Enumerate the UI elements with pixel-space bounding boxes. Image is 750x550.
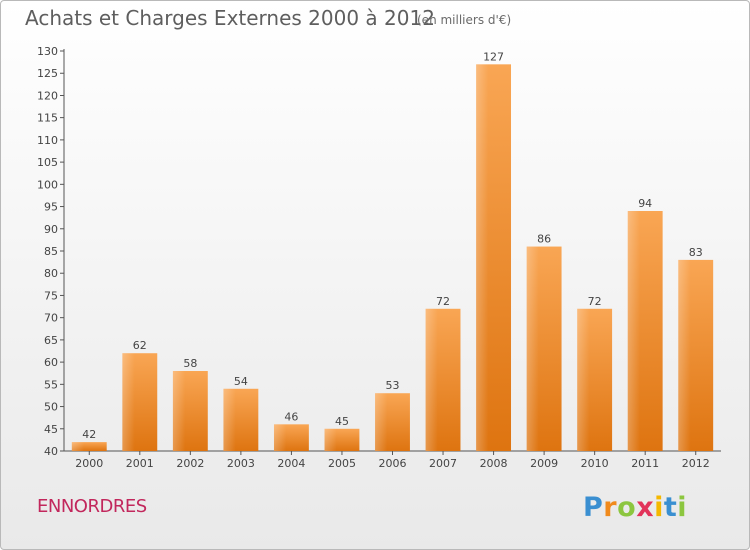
bar-highlight xyxy=(122,353,135,451)
x-tick-label: 2012 xyxy=(682,457,710,470)
y-tick-label: 125 xyxy=(37,67,58,80)
y-tick-label: 80 xyxy=(44,267,58,280)
bar-highlight xyxy=(577,308,590,451)
data-label: 127 xyxy=(483,50,504,63)
y-tick-label: 100 xyxy=(37,178,58,191)
y-tick-label: 90 xyxy=(44,223,58,236)
chart-title: Achats et Charges Externes 2000 à 2012 xyxy=(25,6,435,30)
y-tick-label: 75 xyxy=(44,289,58,302)
y-tick-label: 40 xyxy=(44,445,58,458)
y-tick-label: 85 xyxy=(44,245,58,258)
y-tick-label: 120 xyxy=(37,89,58,102)
x-tick-label: 2007 xyxy=(429,457,457,470)
bar-highlight xyxy=(223,388,236,451)
data-label: 72 xyxy=(436,295,450,308)
data-label: 72 xyxy=(588,295,602,308)
data-label: 45 xyxy=(335,415,349,428)
data-label: 86 xyxy=(537,233,551,246)
chart-unit-label: (en milliers d'€) xyxy=(417,13,512,27)
x-tick-label: 2004 xyxy=(277,457,305,470)
bar-highlight xyxy=(375,393,388,451)
bar-highlight xyxy=(273,424,287,451)
x-tick-label: 2010 xyxy=(581,457,609,470)
x-tick-label: 2005 xyxy=(328,457,356,470)
data-label: 53 xyxy=(386,379,400,392)
x-tick-label: 2003 xyxy=(227,457,255,470)
y-tick-label: 60 xyxy=(44,356,58,369)
svg-text:Proxiti: Proxiti xyxy=(583,492,687,523)
y-tick-label: 110 xyxy=(37,134,58,147)
x-tick-label: 2009 xyxy=(530,457,558,470)
y-tick-label: 70 xyxy=(44,312,58,325)
y-tick-label: 115 xyxy=(37,112,58,125)
data-label: 94 xyxy=(638,197,652,210)
bar-highlight xyxy=(627,211,640,451)
data-label: 58 xyxy=(183,357,197,370)
proxiti-logo: Proxiti xyxy=(583,492,687,523)
chart-axes: 40 45 50 55 60 65 70 75 80 85 90 95 100 105 110 115 120 1… xyxy=(37,45,721,470)
y-tick-label: 65 xyxy=(44,334,58,347)
y-tick-label: 95 xyxy=(44,201,58,214)
bar-highlight xyxy=(678,259,691,451)
y-tick-label: 55 xyxy=(44,378,58,391)
data-label: 54 xyxy=(234,375,248,388)
bar-highlight xyxy=(324,428,337,451)
bar-highlight xyxy=(476,64,489,452)
y-tick-label: 130 xyxy=(37,45,58,58)
y-tick-label: 45 xyxy=(44,423,58,436)
bar-highlight xyxy=(172,371,186,451)
data-label: 83 xyxy=(689,246,703,259)
data-label: 62 xyxy=(133,339,147,352)
bar-series xyxy=(71,64,714,452)
y-tick-label: 50 xyxy=(44,401,58,414)
bar-highlight xyxy=(71,442,85,451)
value-labels: 42 62 58 54 46 45 53 72 127 86 72 94 83 xyxy=(82,50,702,441)
commune-name: ENNORDRES xyxy=(37,496,147,517)
x-tick-label: 2008 xyxy=(480,457,508,470)
bar xyxy=(71,442,107,451)
x-tick-label: 2011 xyxy=(631,457,659,470)
x-tick-label: 2002 xyxy=(176,457,204,470)
data-label: 42 xyxy=(82,428,96,441)
x-tick-label: 2001 xyxy=(126,457,154,470)
bar-highlight xyxy=(526,246,539,451)
data-label: 46 xyxy=(284,410,298,423)
y-tick-label: 105 xyxy=(37,156,58,169)
x-tick-label: 2000 xyxy=(75,457,103,470)
bar-highlight xyxy=(425,308,438,451)
x-tick-label: 2006 xyxy=(379,457,407,470)
